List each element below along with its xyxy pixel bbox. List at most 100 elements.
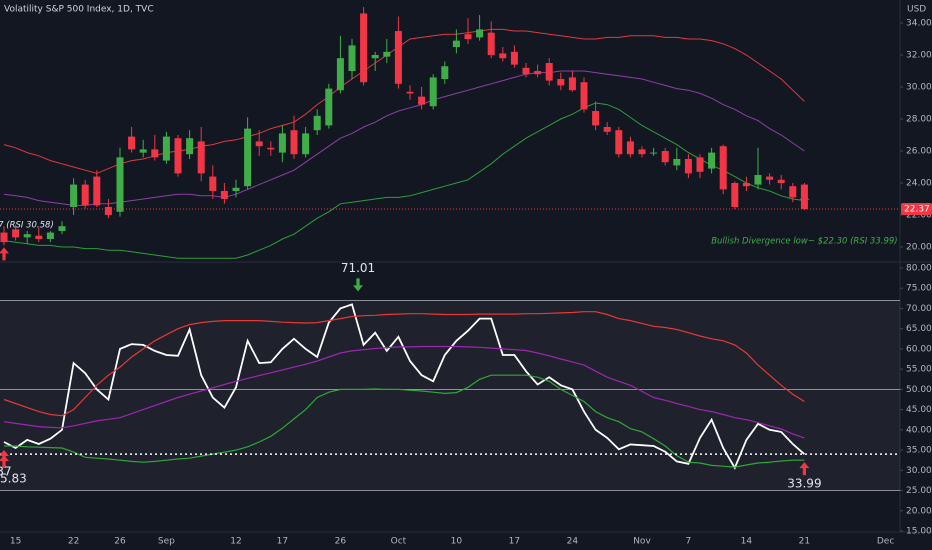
candle-body [510, 51, 518, 65]
arrow [0, 247, 9, 261]
y-tick-label: 30.00 [906, 466, 932, 476]
candle-body [220, 190, 228, 199]
candle-body [696, 157, 704, 172]
axis-unit: USD [907, 5, 926, 15]
candle-body [35, 235, 43, 239]
line-series [3, 102, 805, 259]
line-series [3, 70, 805, 206]
y-tick-label: 32.00 [906, 51, 932, 61]
candle-body [128, 136, 136, 150]
candle-body [708, 152, 716, 169]
y-tick-label: 25.00 [906, 486, 932, 496]
candle-body [476, 29, 484, 38]
y-tick-label: 22.00 [906, 210, 932, 220]
y-tick-label: 45.00 [906, 405, 932, 415]
candle-body [325, 88, 333, 126]
x-tick-label: 22 [68, 537, 79, 547]
y-tick-label: 55.00 [906, 365, 932, 375]
candle-body [12, 229, 20, 238]
candle-body [255, 141, 263, 147]
arrow [0, 449, 9, 463]
x-tick-label: 26 [114, 537, 126, 547]
candle-body [116, 157, 124, 212]
y-tick-label: 26.00 [906, 146, 932, 156]
rsi-annotation: 33.99 [787, 477, 821, 491]
arrow [799, 462, 810, 476]
candle-body [278, 133, 286, 153]
candle-body [661, 150, 669, 163]
candle-body [418, 96, 426, 105]
annotation: Low $22.37 (RSI 30.58) [0, 221, 54, 231]
candle-body [151, 149, 159, 158]
x-tick-label: 12 [230, 537, 241, 547]
line-series [3, 303, 805, 470]
candle-body [638, 149, 646, 155]
candle-body [244, 128, 252, 187]
candle-body [742, 182, 750, 187]
arrow [353, 278, 363, 292]
candle-body [104, 206, 112, 215]
chart-title: Volatility S&P 500 Index, 1D, TVC [4, 5, 154, 15]
candle-body [174, 138, 182, 174]
y-tick-label: 30.00 [906, 83, 932, 93]
candle-body [592, 111, 600, 126]
candle-body [406, 91, 414, 94]
candle-body [0, 232, 8, 243]
candle-body [754, 174, 762, 185]
candle-body [336, 58, 344, 91]
candle-body [93, 176, 101, 206]
candle-body [557, 79, 565, 86]
x-tick-label: 17 [509, 537, 520, 547]
x-tick-label: 10 [451, 537, 463, 547]
last-price-box [901, 203, 932, 216]
x-tick-label: 15 [10, 537, 21, 547]
candle-body [731, 182, 739, 207]
candle-body [452, 40, 460, 48]
candle-body [46, 232, 54, 239]
candle-body [719, 146, 727, 190]
y-tick-label: 75.00 [906, 284, 932, 294]
annotation: Bullish Divergence low~ $22.30 (RSI 33.9… [711, 237, 897, 247]
candle-body [302, 133, 310, 155]
candle-body [777, 179, 785, 183]
x-tick-label: Nov [633, 537, 651, 547]
candle-body [615, 130, 623, 155]
rsi-band [0, 300, 900, 491]
y-tick-label: 40.00 [906, 425, 932, 435]
x-tick-label: 24 [567, 537, 579, 547]
x-tick-label: Sep [158, 537, 175, 547]
y-tick-label: 28.00 [906, 115, 932, 125]
candle-body [290, 130, 298, 155]
candle-body [603, 127, 611, 132]
y-tick-label: 60.00 [906, 344, 932, 354]
candle-body [464, 34, 472, 40]
x-tick-label: 21 [799, 537, 810, 547]
candle-body [197, 141, 205, 174]
candle-body [789, 186, 797, 198]
candle-body [139, 149, 147, 153]
y-tick-label: 35.00 [906, 446, 932, 456]
candle-body [499, 53, 507, 59]
x-tick-label: Dec [877, 537, 894, 547]
y-tick-label: 50.00 [906, 385, 932, 395]
candle-body [522, 67, 530, 75]
candle-body [545, 63, 553, 81]
candle-body [81, 184, 89, 206]
candle-body [684, 158, 692, 174]
candle-body [568, 77, 576, 91]
line-series [4, 374, 805, 468]
candle-body [348, 45, 356, 72]
y-tick-label: 80.00 [906, 263, 932, 273]
last-price-label: 22.37 [904, 205, 930, 215]
candle-body [232, 187, 240, 191]
rsi-annotation: 71.01 [341, 261, 375, 275]
candle-body [673, 158, 681, 166]
y-tick-label: 24.00 [906, 178, 932, 188]
candle-body [371, 55, 379, 59]
candle-body [429, 77, 437, 107]
candle-body [650, 152, 658, 154]
x-tick-label: 14 [741, 537, 753, 547]
candle-body [209, 176, 217, 191]
